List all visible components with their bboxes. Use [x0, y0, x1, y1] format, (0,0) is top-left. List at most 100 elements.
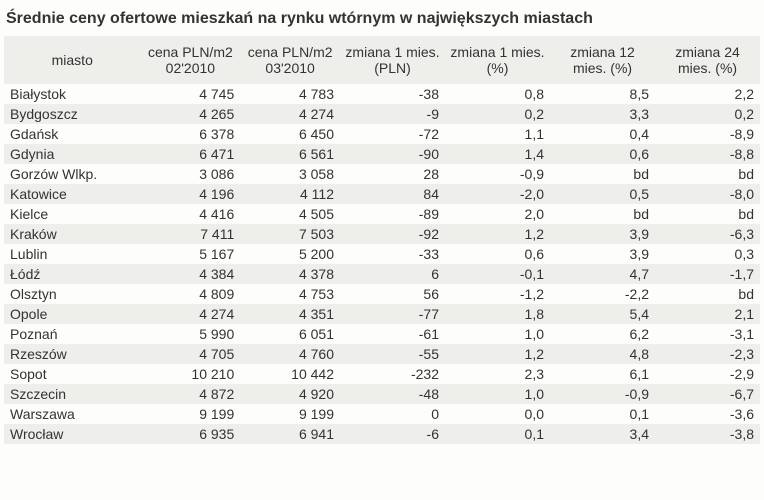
col-header: zmiana 12 mies. (%): [550, 36, 655, 84]
table-cell: 3,4: [550, 424, 655, 444]
table-cell: 0,0: [445, 404, 550, 424]
table-cell: bd: [550, 164, 655, 184]
table-cell: -6,7: [655, 384, 760, 404]
table-cell: 4 378: [240, 264, 340, 284]
table-cell: 5 990: [141, 324, 241, 344]
table-header: miasto cena PLN/m2 02'2010 cena PLN/m2 0…: [4, 36, 760, 84]
table-cell: 0,4: [550, 124, 655, 144]
table-cell: 4 753: [240, 284, 340, 304]
table-cell: 0,3: [655, 244, 760, 264]
table-cell: -38: [340, 84, 445, 104]
table-row: Bydgoszcz4 2654 274-90,23,30,2: [4, 104, 760, 124]
page-title: Średnie ceny ofertowe mieszkań na rynku …: [6, 10, 760, 28]
table-cell: bd: [655, 204, 760, 224]
table-cell: 4 274: [240, 104, 340, 124]
table-cell: -8,0: [655, 184, 760, 204]
table-cell: 0,8: [445, 84, 550, 104]
table-cell: 4 872: [141, 384, 241, 404]
table-row: Szczecin4 8724 920-481,0-0,9-6,7: [4, 384, 760, 404]
table-cell: Sopot: [4, 364, 141, 384]
table-cell: 4 760: [240, 344, 340, 364]
table-cell: 2,3: [445, 364, 550, 384]
table-cell: -72: [340, 124, 445, 144]
table-cell: 4,8: [550, 344, 655, 364]
table-cell: 6 935: [141, 424, 241, 444]
table-cell: 1,1: [445, 124, 550, 144]
table-cell: 4 416: [141, 204, 241, 224]
table-cell: 10 442: [240, 364, 340, 384]
col-header: zmiana 1 mies. (%): [445, 36, 550, 84]
table-cell: -33: [340, 244, 445, 264]
table-cell: -2,3: [655, 344, 760, 364]
table-cell: -2,2: [550, 284, 655, 304]
col-header: miasto: [4, 36, 141, 84]
table-row: Gdynia6 4716 561-901,40,6-8,8: [4, 144, 760, 164]
table-cell: 4 809: [141, 284, 241, 304]
table-cell: bd: [655, 284, 760, 304]
table-row: Olsztyn4 8094 75356-1,2-2,2bd: [4, 284, 760, 304]
table-cell: -1,7: [655, 264, 760, 284]
table-cell: Łódź: [4, 264, 141, 284]
table-cell: 8,5: [550, 84, 655, 104]
table-cell: 1,0: [445, 324, 550, 344]
table-cell: Gorzów Wlkp.: [4, 164, 141, 184]
table-cell: Lublin: [4, 244, 141, 264]
table-cell: 0,2: [445, 104, 550, 124]
table-row: Lublin5 1675 200-330,63,90,3: [4, 244, 760, 264]
table-cell: 4 351: [240, 304, 340, 324]
price-table: miasto cena PLN/m2 02'2010 cena PLN/m2 0…: [4, 36, 760, 444]
table-cell: Rzeszów: [4, 344, 141, 364]
table-cell: -232: [340, 364, 445, 384]
table-row: Sopot10 21010 442-2322,36,1-2,9: [4, 364, 760, 384]
table-row: Gdańsk6 3786 450-721,10,4-8,9: [4, 124, 760, 144]
table-cell: -48: [340, 384, 445, 404]
table-cell: 2,2: [655, 84, 760, 104]
table-cell: 4 783: [240, 84, 340, 104]
col-header: cena PLN/m2 02'2010: [141, 36, 241, 84]
table-row: Łódź4 3844 3786-0,14,7-1,7: [4, 264, 760, 284]
table-cell: -2,0: [445, 184, 550, 204]
table-body: Białystok4 7454 783-380,88,52,2Bydgoszcz…: [4, 84, 760, 444]
table-cell: bd: [655, 164, 760, 184]
table-cell: 0,6: [550, 144, 655, 164]
table-cell: Warszawa: [4, 404, 141, 424]
table-row: Kraków7 4117 503-921,23,9-6,3: [4, 224, 760, 244]
table-cell: Olsztyn: [4, 284, 141, 304]
table-cell: 6 941: [240, 424, 340, 444]
table-cell: -89: [340, 204, 445, 224]
table-cell: 6 450: [240, 124, 340, 144]
table-cell: 3,9: [550, 224, 655, 244]
table-cell: 1,0: [445, 384, 550, 404]
table-cell: Wrocław: [4, 424, 141, 444]
table-cell: -8,9: [655, 124, 760, 144]
table-cell: Gdynia: [4, 144, 141, 164]
table-cell: 5 167: [141, 244, 241, 264]
table-cell: 5,4: [550, 304, 655, 324]
table-cell: 4 196: [141, 184, 241, 204]
table-cell: 1,2: [445, 224, 550, 244]
table-row: Opole4 2744 351-771,85,42,1: [4, 304, 760, 324]
table-cell: 3 086: [141, 164, 241, 184]
table-cell: 0,1: [550, 404, 655, 424]
table-cell: 6 051: [240, 324, 340, 344]
table-cell: 9 199: [240, 404, 340, 424]
table-cell: 3 058: [240, 164, 340, 184]
table-cell: 0,2: [655, 104, 760, 124]
table-cell: Białystok: [4, 84, 141, 104]
table-cell: 7 503: [240, 224, 340, 244]
table-cell: 0,6: [445, 244, 550, 264]
table-cell: 6 378: [141, 124, 241, 144]
table-cell: -61: [340, 324, 445, 344]
table-cell: -6: [340, 424, 445, 444]
table-row: Katowice4 1964 11284-2,00,5-8,0: [4, 184, 760, 204]
table-cell: -0,9: [445, 164, 550, 184]
table-cell: 2,0: [445, 204, 550, 224]
table-cell: -3,6: [655, 404, 760, 424]
table-cell: Katowice: [4, 184, 141, 204]
table-cell: bd: [550, 204, 655, 224]
table-cell: 7 411: [141, 224, 241, 244]
table-cell: Poznań: [4, 324, 141, 344]
table-cell: 4 384: [141, 264, 241, 284]
table-cell: 5 200: [240, 244, 340, 264]
table-cell: -3,1: [655, 324, 760, 344]
